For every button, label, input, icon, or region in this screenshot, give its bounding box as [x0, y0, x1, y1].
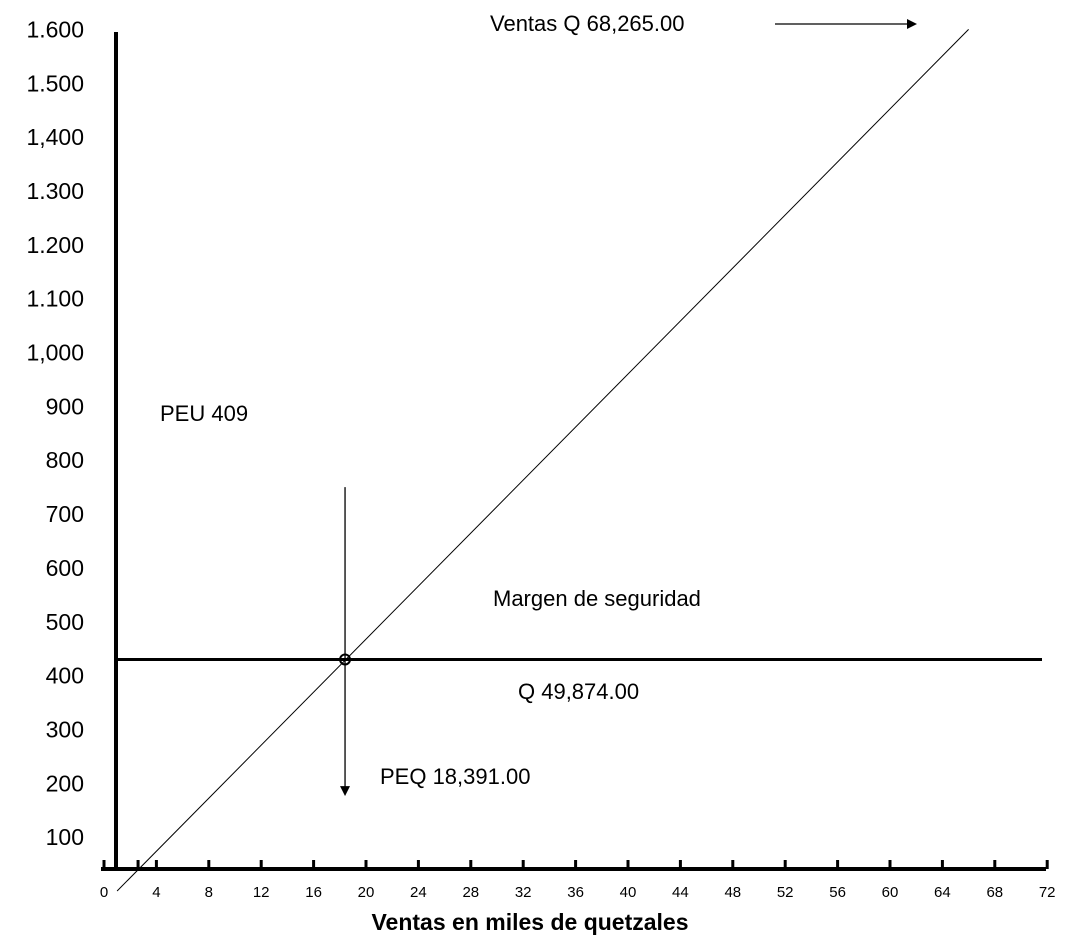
x-tick-label: 44 [672, 884, 689, 901]
y-tick-label: 700 [46, 501, 84, 527]
sales-line [116, 29, 969, 892]
y-tick-label: 1.100 [26, 286, 84, 312]
x-tick-label: 4 [152, 884, 160, 901]
x-tick-label: 60 [882, 884, 899, 901]
y-tick-label: 1.600 [26, 16, 84, 42]
y-tick-label: 300 [46, 716, 84, 742]
x-tick-label: 20 [358, 884, 375, 901]
annotation-peq: PEQ 18,391.00 [380, 764, 530, 789]
y-tick-label: 1.200 [26, 232, 84, 258]
x-tick-label: 56 [829, 884, 846, 901]
y-tick-label: 800 [46, 447, 84, 473]
x-axis-title: Ventas en miles de quetzales [371, 909, 688, 935]
x-tick-label: 24 [410, 884, 427, 901]
y-tick-label: 400 [46, 663, 84, 689]
x-tick-label: 68 [986, 884, 1003, 901]
x-tick-label: 8 [205, 884, 213, 901]
x-tick-label: 16 [305, 884, 322, 901]
y-tick-label: 1,000 [26, 340, 84, 366]
x-tick-label: 40 [620, 884, 637, 901]
x-tick-label: 32 [515, 884, 532, 901]
breakeven-point-marker [339, 653, 352, 666]
x-tick-label: 36 [567, 884, 584, 901]
y-tick-label: 600 [46, 555, 84, 581]
annotation-peu: PEU 409 [160, 401, 248, 426]
annotation-margen: Margen de seguridad [493, 586, 701, 611]
y-tick-label: 500 [46, 609, 84, 635]
y-tick-label: 100 [46, 824, 84, 850]
y-tick-label: 900 [46, 393, 84, 419]
y-tick-label: 1,400 [26, 124, 84, 150]
y-tick-label: 1.300 [26, 178, 84, 204]
x-tick-label: 72 [1039, 884, 1056, 901]
annotation-ventas: Ventas Q 68,265.00 [490, 11, 685, 36]
x-tick-label: 0 [100, 884, 108, 901]
x-tick-label: 48 [724, 884, 741, 901]
x-tick-label: 12 [253, 884, 270, 901]
x-tick-label: 64 [934, 884, 951, 901]
annotation-margen-value: Q 49,874.00 [518, 679, 639, 704]
x-tick-label: 28 [462, 884, 479, 901]
x-tick-label: 52 [777, 884, 794, 901]
y-tick-label: 1.500 [26, 70, 84, 96]
y-tick-label: 200 [46, 770, 84, 796]
